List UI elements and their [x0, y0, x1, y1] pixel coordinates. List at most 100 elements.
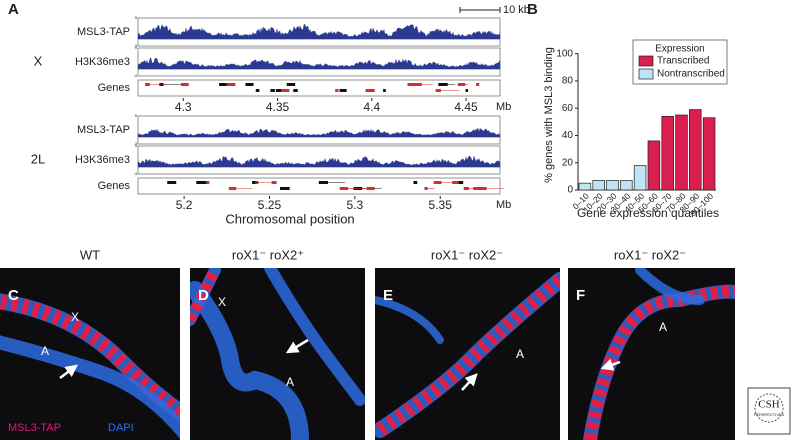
x-tick-label: 5.35 — [429, 198, 453, 212]
annotation: A — [659, 320, 667, 334]
track-tick-label: -3 — [133, 43, 137, 48]
x-tick-label: 4.3 — [175, 100, 192, 114]
x-tick-label: 4.35 — [266, 100, 290, 114]
logo: CSH PERSPECTIVES — [747, 387, 791, 435]
gene — [275, 89, 282, 92]
gene — [407, 83, 416, 86]
chromosome-msl3 — [376, 274, 560, 436]
track-label: H3K36me3 — [75, 56, 130, 68]
arrow — [600, 358, 621, 371]
gene — [270, 89, 275, 92]
scale-bar-label: 10 kb — [503, 4, 530, 16]
gene — [476, 83, 480, 86]
bar — [661, 116, 674, 191]
track-label: Genes — [98, 180, 131, 192]
bar — [606, 180, 619, 191]
gene — [456, 181, 464, 184]
chromosome-msl3 — [0, 294, 180, 421]
gene — [413, 181, 418, 184]
panel-label: F — [576, 287, 585, 304]
micrograph — [375, 268, 560, 440]
y-tick-label: 80 — [562, 76, 574, 87]
chromosome-msl3 — [583, 285, 735, 440]
x-axis-label: Gene expression quantiles — [577, 206, 719, 220]
bar — [578, 182, 592, 191]
micrograph-title: roX1⁻ roX2⁺ — [232, 247, 304, 262]
gene — [180, 83, 189, 86]
gene — [293, 89, 298, 92]
gene — [255, 89, 260, 92]
signal-profile — [137, 155, 501, 168]
gene — [383, 89, 386, 92]
gene — [365, 89, 375, 92]
annotation: X — [71, 310, 79, 324]
chromosome-dapi — [264, 268, 365, 406]
gene — [439, 181, 442, 184]
gene — [196, 181, 207, 184]
axis-unit: Mb — [496, 199, 511, 211]
annotation: A — [516, 347, 524, 361]
gene — [335, 89, 339, 92]
track-tick-label: -3 — [133, 141, 137, 146]
chromosome-msl3 — [190, 268, 220, 323]
micrograph-title: WT — [80, 247, 100, 262]
y-tick-label: 20 — [562, 157, 574, 168]
annotation: X — [218, 295, 226, 309]
track-frame — [137, 145, 501, 175]
y-tick-label: 40 — [562, 130, 574, 141]
legend-label: Transcribed — [657, 56, 709, 67]
gene — [169, 181, 177, 184]
chromosome-dapi — [375, 296, 444, 344]
track-tick-label: -3 — [133, 73, 137, 78]
panel-label: C — [8, 287, 19, 304]
bar — [592, 180, 605, 191]
micrograph-title: roX1⁻ roX2⁻ — [614, 247, 686, 262]
gene — [205, 181, 210, 184]
logo-subtext: PERSPECTIVES — [754, 412, 785, 417]
micrograph — [568, 268, 735, 440]
track-frame — [137, 79, 501, 97]
signal-profile — [137, 127, 501, 138]
panel-label: E — [383, 287, 393, 304]
x-tick-label: 5.2 — [176, 198, 193, 212]
panel-label: D — [198, 287, 209, 304]
y-tick-label: 100 — [556, 48, 573, 59]
x-axis-label: Chromosomal position — [225, 211, 354, 226]
arrow — [461, 373, 478, 391]
gene — [286, 83, 296, 86]
micrograph — [0, 268, 180, 440]
track-label: MSL3-TAP — [77, 124, 130, 136]
micrograph-title: roX1⁻ roX2⁻ — [431, 247, 503, 262]
y-axis-label: % genes with MSL3 binding — [543, 47, 555, 183]
panel-label: B — [527, 1, 538, 18]
signal-profile — [137, 24, 501, 40]
y-tick-label: 60 — [562, 103, 574, 114]
gene — [465, 89, 469, 92]
chromosome-dapi — [635, 268, 705, 305]
track-label: H3K36me3 — [75, 154, 130, 166]
arrow — [285, 338, 309, 354]
track-label: Genes — [98, 82, 131, 94]
gene — [367, 187, 375, 190]
logo-text: CSH — [758, 399, 779, 411]
gene — [225, 83, 236, 86]
gene — [339, 89, 347, 92]
track-tick-label: 9 — [135, 113, 138, 118]
chromosome-dapi — [0, 335, 180, 439]
annotation: A — [286, 375, 294, 389]
bar — [647, 140, 661, 191]
gene — [452, 181, 459, 184]
track-frame — [137, 115, 501, 145]
gene — [245, 83, 254, 86]
chromosome-label: X — [34, 53, 43, 68]
signal-profile — [137, 57, 501, 70]
axis-unit: Mb — [496, 101, 511, 113]
panel-label: A — [8, 1, 19, 18]
track-tick-label: 9 — [135, 143, 138, 148]
bar — [689, 109, 702, 191]
legend-title: Expression — [655, 44, 704, 55]
bar — [620, 180, 633, 191]
x-tick-label: 4.4 — [363, 100, 380, 114]
y-tick-label: 0 — [567, 185, 573, 196]
